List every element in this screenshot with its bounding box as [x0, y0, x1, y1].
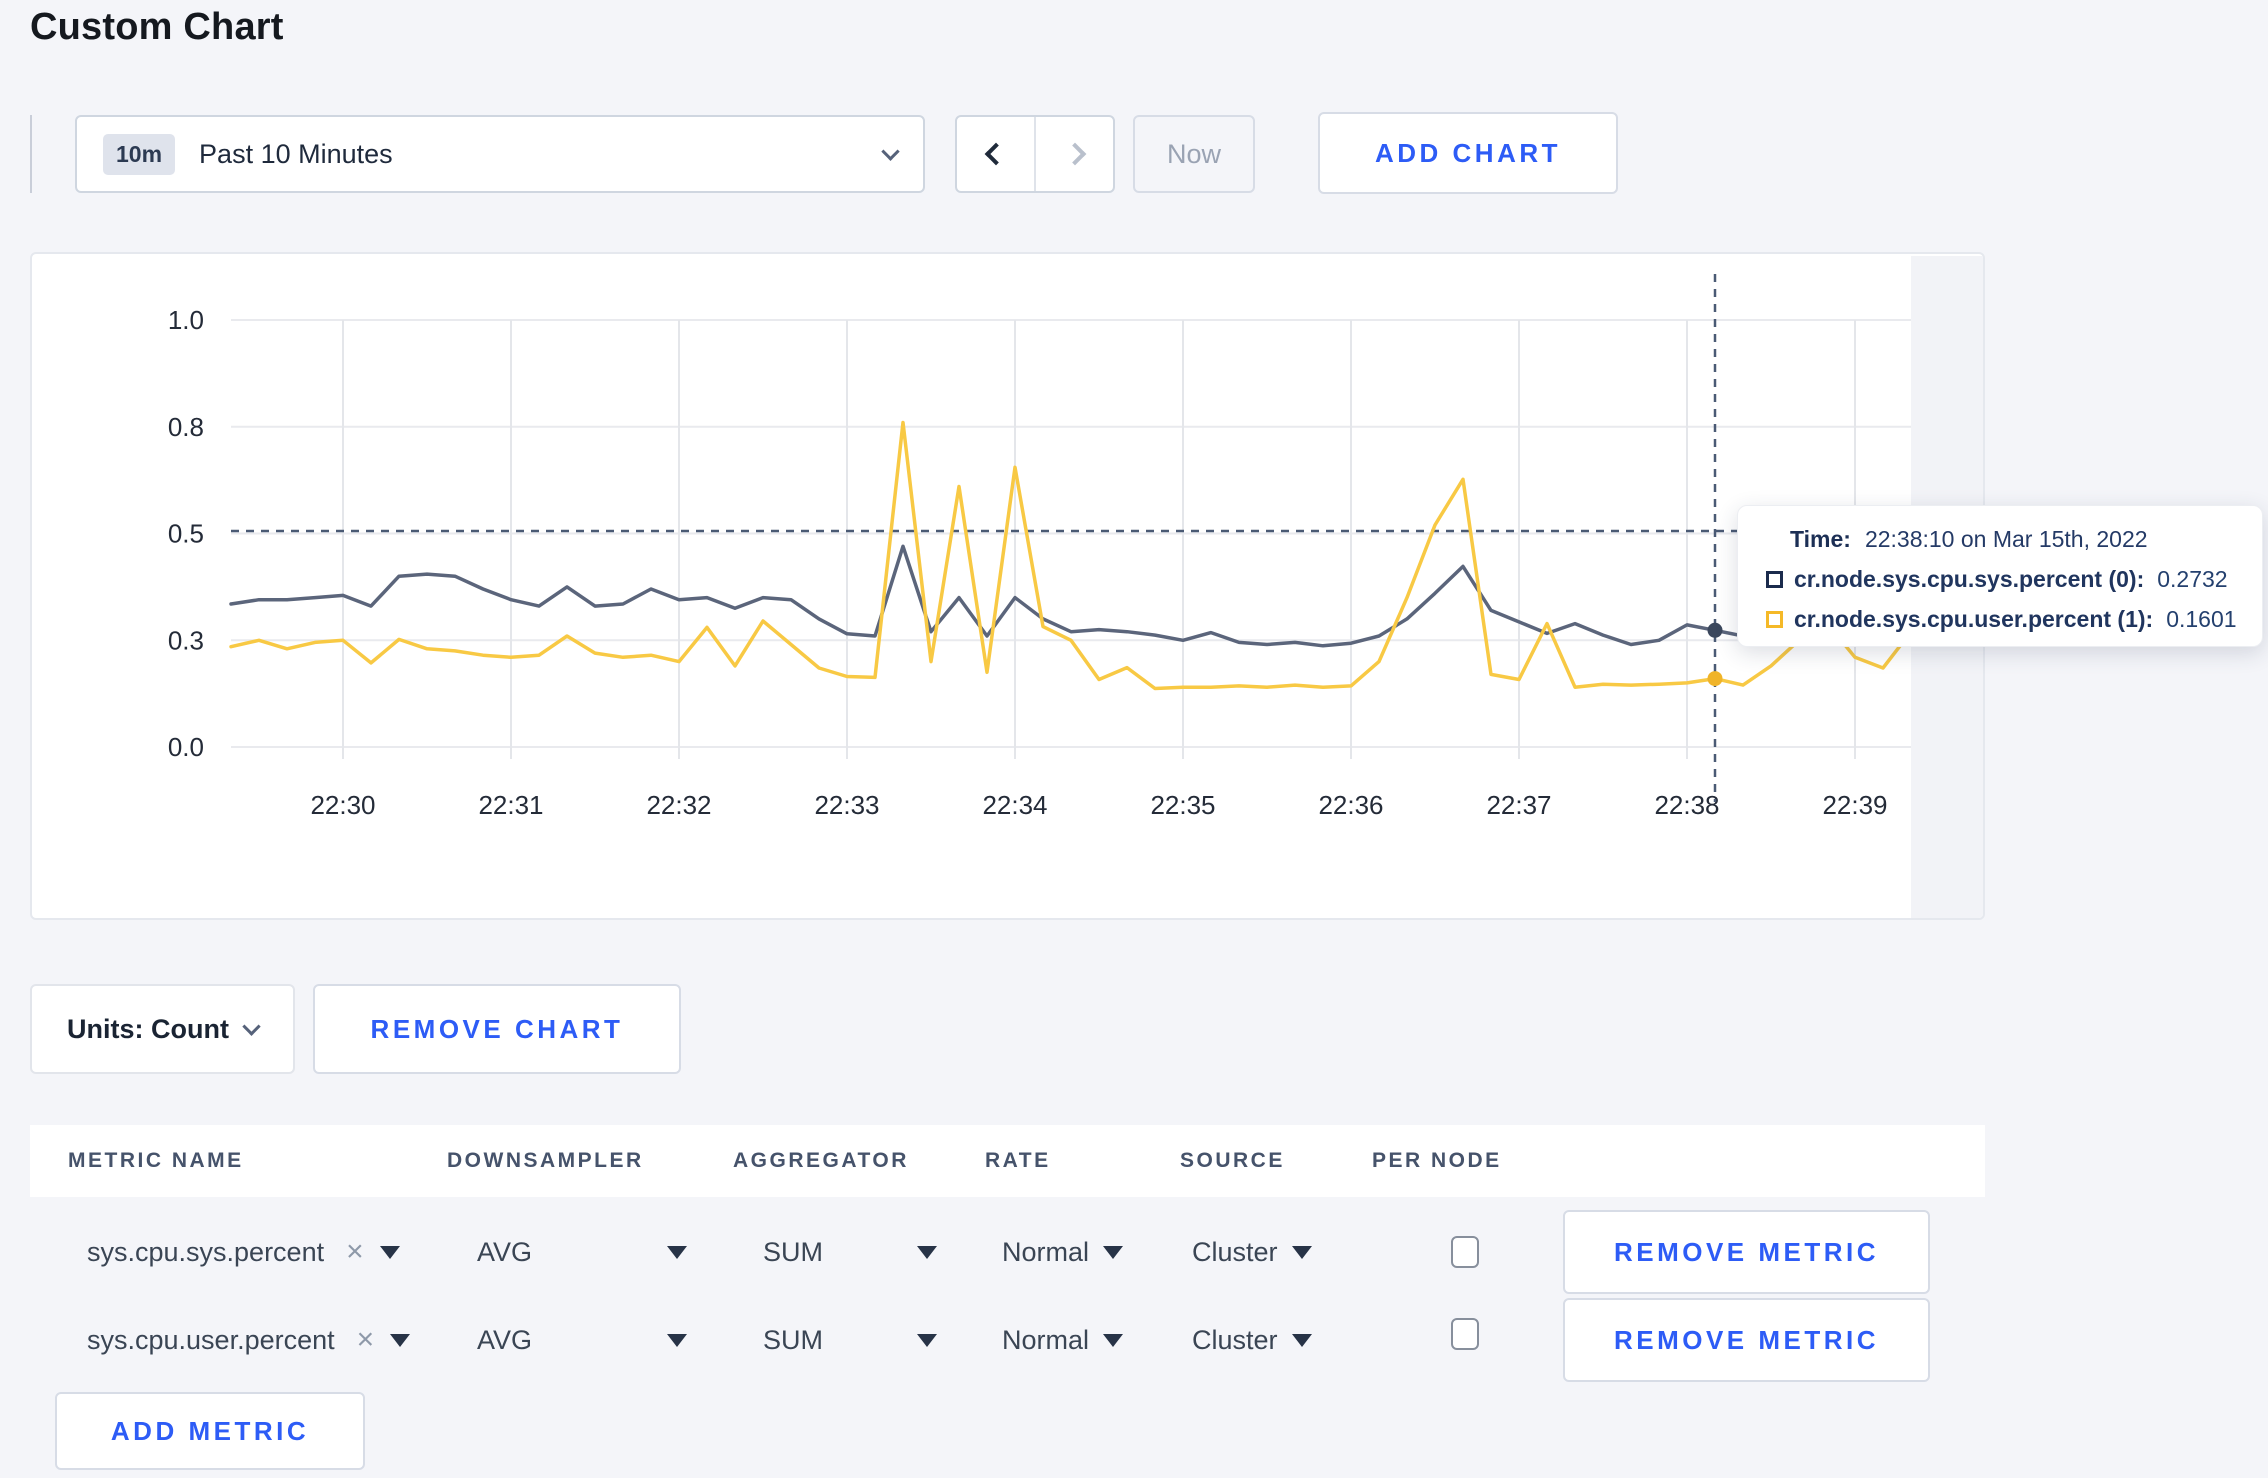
timeframe-badge: 10m — [103, 133, 176, 175]
chevron-down-icon — [881, 141, 900, 161]
downsampler-value: AVG — [477, 1324, 533, 1355]
x-tick-label: 22:37 — [1486, 790, 1551, 820]
column-header-metric-name: METRIC NAME — [68, 1149, 244, 1172]
add-chart-button[interactable]: ADD CHART — [1318, 112, 1618, 194]
column-header-downsampler: DOWNSAMPLER — [447, 1149, 644, 1172]
prev-time-button[interactable] — [957, 117, 1034, 191]
column-header-per-node: PER NODE — [1372, 1149, 1502, 1172]
caret-down-icon — [917, 1245, 937, 1259]
per-node-checkbox[interactable] — [1451, 1236, 1479, 1268]
units-label: Units: Count — [67, 1013, 229, 1044]
x-tick-label: 22:32 — [646, 790, 711, 820]
caret-down-icon — [1103, 1245, 1124, 1259]
rate-dropdown[interactable]: Normal — [1002, 1210, 1124, 1294]
y-tick-label: 0.3 — [168, 625, 204, 655]
column-header-source: SOURCE — [1180, 1149, 1285, 1172]
timeframe-select[interactable]: 10m Past 10 Minutes — [75, 115, 925, 193]
clear-metric-icon[interactable]: × — [356, 1323, 375, 1356]
caret-down-icon — [1291, 1333, 1312, 1347]
remove-metric-button[interactable]: REMOVE METRIC — [1563, 1210, 1930, 1294]
chevron-left-icon — [984, 142, 1007, 166]
per-node-checkbox[interactable] — [1451, 1318, 1479, 1350]
units-select[interactable]: Units: Count — [30, 984, 295, 1074]
x-tick-label: 22:30 — [310, 790, 375, 820]
caret-down-icon — [667, 1333, 687, 1347]
x-tick-label: 22:31 — [478, 790, 543, 820]
x-tick-label: 22:34 — [982, 790, 1047, 820]
remove-metric-button[interactable]: REMOVE METRIC — [1563, 1298, 1930, 1382]
time-nav-group — [955, 115, 1115, 193]
downsampler-value: AVG — [477, 1236, 533, 1267]
chart-svg[interactable]: 0.0 0.3 0.5 0.8 1.0 22:30 22:31 22:32 22:33 22:34… — [32, 254, 1985, 920]
y-tick-label: 0.0 — [168, 732, 204, 762]
y-tick-label: 0.5 — [168, 519, 204, 549]
downsampler-dropdown[interactable] — [667, 1298, 687, 1382]
tooltip-series-value: 0.1601 — [2166, 606, 2237, 632]
x-tick-label: 22:39 — [1822, 790, 1887, 820]
tooltip-time-label: Time: — [1790, 526, 1851, 552]
caret-down-icon — [1291, 1245, 1312, 1259]
series-swatch-sys — [1766, 571, 1783, 588]
tooltip-series-value: 0.2732 — [2157, 566, 2228, 592]
controls-divider — [30, 115, 32, 193]
chart-card: 0.0 0.3 0.5 0.8 1.0 22:30 22:31 22:32 22:33 22:34… — [30, 252, 1985, 920]
caret-down-icon — [379, 1245, 400, 1259]
series-swatch-user — [1766, 611, 1783, 628]
timeframe-label: Past 10 Minutes — [199, 138, 393, 169]
downsampler-dropdown[interactable] — [667, 1210, 687, 1294]
chevron-right-icon — [1063, 142, 1086, 166]
tooltip-series-label: cr.node.sys.cpu.sys.percent (0): — [1794, 566, 2145, 592]
caret-down-icon — [917, 1333, 937, 1347]
hover-dot-0 — [1707, 622, 1723, 638]
aggregator-value: SUM — [763, 1236, 823, 1267]
x-tick-label: 22:35 — [1150, 790, 1215, 820]
x-tick-label: 22:36 — [1318, 790, 1383, 820]
tooltip-series-label: cr.node.sys.cpu.user.percent (1): — [1794, 606, 2154, 632]
source-dropdown[interactable]: Cluster — [1192, 1298, 1312, 1382]
caret-down-icon — [667, 1245, 687, 1259]
chart-tooltip: Time: 22:38:10 on Mar 15th, 2022 cr.node… — [1737, 505, 2263, 647]
remove-chart-button[interactable]: REMOVE CHART — [313, 984, 681, 1074]
metrics-table-header: METRIC NAME DOWNSAMPLER AGGREGATOR RATE … — [30, 1125, 1985, 1197]
series-line-0 — [229, 544, 1913, 648]
series-line-1 — [229, 420, 1913, 691]
y-tick-label: 1.0 — [168, 305, 204, 335]
metric-name-dropdown[interactable]: sys.cpu.user.percent × — [87, 1298, 411, 1382]
clear-metric-icon[interactable]: × — [346, 1235, 364, 1268]
rate-dropdown[interactable]: Normal — [1002, 1298, 1124, 1382]
page-title: Custom Chart — [30, 6, 284, 48]
aggregator-dropdown[interactable] — [917, 1298, 937, 1382]
x-tick-label: 22:38 — [1654, 790, 1719, 820]
chevron-down-icon — [242, 1016, 261, 1036]
table-row: sys.cpu.user.percent × AVG SUM Normal Cl… — [30, 1298, 1985, 1382]
aggregator-dropdown[interactable] — [917, 1210, 937, 1294]
table-row: sys.cpu.sys.percent × AVG SUM Normal Clu… — [30, 1210, 1985, 1294]
now-button[interactable]: Now — [1133, 115, 1255, 193]
x-tick-label: 22:33 — [814, 790, 879, 820]
y-tick-label: 0.8 — [168, 412, 204, 442]
add-metric-button[interactable]: ADD METRIC — [55, 1392, 365, 1470]
column-header-rate: RATE — [985, 1149, 1051, 1172]
tooltip-time-value: 22:38:10 on Mar 15th, 2022 — [1864, 526, 2148, 552]
next-time-button[interactable] — [1034, 117, 1113, 191]
aggregator-value: SUM — [763, 1324, 823, 1355]
source-dropdown[interactable]: Cluster — [1192, 1210, 1312, 1294]
hover-dot-1 — [1707, 671, 1723, 687]
caret-down-icon — [390, 1333, 411, 1347]
metric-name-dropdown[interactable]: sys.cpu.sys.percent × — [87, 1210, 400, 1294]
caret-down-icon — [1103, 1333, 1124, 1347]
column-header-aggregator: AGGREGATOR — [733, 1149, 909, 1172]
